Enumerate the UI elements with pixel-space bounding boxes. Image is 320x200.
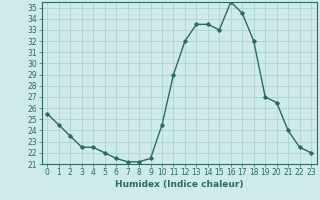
X-axis label: Humidex (Indice chaleur): Humidex (Indice chaleur) [115, 180, 244, 189]
